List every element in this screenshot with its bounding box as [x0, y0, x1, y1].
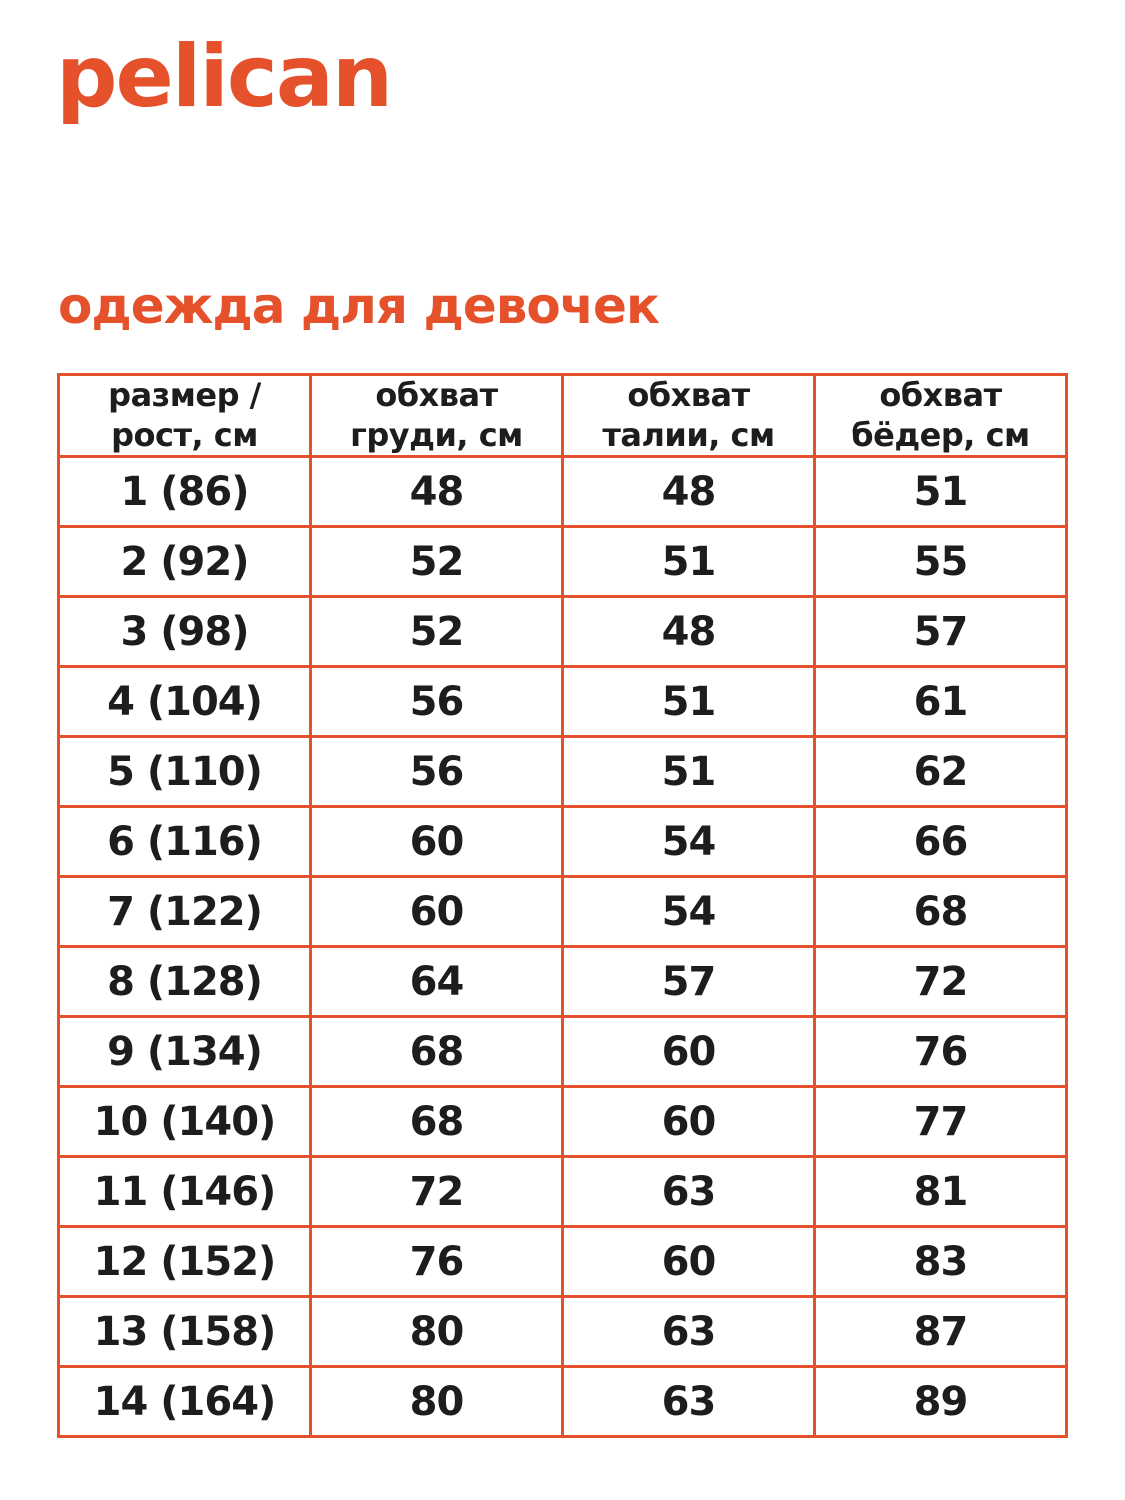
table-row: 11 (146) 72 63 81: [57, 1155, 1068, 1228]
table-row: 9 (134) 68 60 76: [57, 1015, 1068, 1088]
measurement-cell: 61: [813, 665, 1068, 738]
measurement-cell: 68: [309, 1085, 564, 1158]
measurement-cell: 63: [561, 1155, 816, 1228]
measurement-cell: 81: [813, 1155, 1068, 1228]
size-height-cell: 14 (164): [57, 1365, 312, 1438]
column-header: обхват талии, см: [561, 373, 816, 458]
measurement-cell: 64: [309, 945, 564, 1018]
measurement-cell: 72: [309, 1155, 564, 1228]
table-row: 5 (110) 56 51 62: [57, 735, 1068, 808]
measurement-cell: 60: [561, 1085, 816, 1158]
table-row: 13 (158) 80 63 87: [57, 1295, 1068, 1368]
table-row: 14 (164) 80 63 89: [57, 1365, 1068, 1438]
measurement-cell: 56: [309, 665, 564, 738]
table-header-row: размер / рост, см обхват груди, см обхват …: [57, 373, 1068, 458]
measurement-cell: 48: [309, 455, 564, 528]
size-height-cell: 7 (122): [57, 875, 312, 948]
measurement-cell: 51: [813, 455, 1068, 528]
column-header: обхват груди, см: [309, 373, 564, 458]
measurement-cell: 52: [309, 525, 564, 598]
size-height-cell: 1 (86): [57, 455, 312, 528]
column-header: размер / рост, см: [57, 373, 312, 458]
table-row: 8 (128) 64 57 72: [57, 945, 1068, 1018]
size-height-cell: 2 (92): [57, 525, 312, 598]
measurement-cell: 51: [561, 735, 816, 808]
table-row: 10 (140) 68 60 77: [57, 1085, 1068, 1158]
table-row: 1 (86) 48 48 51: [57, 455, 1068, 528]
measurement-cell: 87: [813, 1295, 1068, 1368]
measurement-cell: 57: [813, 595, 1068, 668]
measurement-cell: 52: [309, 595, 564, 668]
measurement-cell: 80: [309, 1295, 564, 1368]
size-height-cell: 8 (128): [57, 945, 312, 1018]
measurement-cell: 51: [561, 665, 816, 738]
measurement-cell: 63: [561, 1295, 816, 1368]
measurement-cell: 77: [813, 1085, 1068, 1158]
measurement-cell: 76: [813, 1015, 1068, 1088]
measurement-cell: 76: [309, 1225, 564, 1298]
measurement-cell: 56: [309, 735, 564, 808]
measurement-cell: 83: [813, 1225, 1068, 1298]
measurement-cell: 55: [813, 525, 1068, 598]
size-height-cell: 11 (146): [57, 1155, 312, 1228]
size-height-cell: 3 (98): [57, 595, 312, 668]
measurement-cell: 60: [309, 875, 564, 948]
size-height-cell: 4 (104): [57, 665, 312, 738]
table-row: 3 (98) 52 48 57: [57, 595, 1068, 668]
measurement-cell: 66: [813, 805, 1068, 878]
size-height-cell: 10 (140): [57, 1085, 312, 1158]
table-row: 6 (116) 60 54 66: [57, 805, 1068, 878]
measurement-cell: 68: [309, 1015, 564, 1088]
measurement-cell: 63: [561, 1365, 816, 1438]
measurement-cell: 48: [561, 595, 816, 668]
size-height-cell: 5 (110): [57, 735, 312, 808]
girls-size-table: размер / рост, см обхват груди, см обхват …: [57, 373, 1068, 1438]
measurement-cell: 54: [561, 805, 816, 878]
measurement-cell: 48: [561, 455, 816, 528]
table-body: 1 (86) 48 48 51 2 (92) 52 51 55 3 (98) 52 48 57 4 (1…: [57, 455, 1068, 1438]
size-height-cell: 9 (134): [57, 1015, 312, 1088]
measurement-cell: 60: [309, 805, 564, 878]
size-height-cell: 12 (152): [57, 1225, 312, 1298]
size-height-cell: 6 (116): [57, 805, 312, 878]
measurement-cell: 60: [561, 1015, 816, 1088]
pelican-logo: pelican: [56, 27, 393, 127]
page-title: одежда для девочек: [58, 277, 660, 335]
table-row: 4 (104) 56 51 61: [57, 665, 1068, 738]
measurement-cell: 80: [309, 1365, 564, 1438]
measurement-cell: 72: [813, 945, 1068, 1018]
measurement-cell: 89: [813, 1365, 1068, 1438]
measurement-cell: 57: [561, 945, 816, 1018]
measurement-cell: 68: [813, 875, 1068, 948]
table-header: размер / рост, см обхват груди, см обхват …: [57, 373, 1068, 458]
table-row: 7 (122) 60 54 68: [57, 875, 1068, 948]
column-header: обхват бёдер, см: [813, 373, 1068, 458]
measurement-cell: 54: [561, 875, 816, 948]
measurement-cell: 60: [561, 1225, 816, 1298]
measurement-cell: 62: [813, 735, 1068, 808]
table-row: 12 (152) 76 60 83: [57, 1225, 1068, 1298]
measurement-cell: 51: [561, 525, 816, 598]
size-height-cell: 13 (158): [57, 1295, 312, 1368]
table-row: 2 (92) 52 51 55: [57, 525, 1068, 598]
